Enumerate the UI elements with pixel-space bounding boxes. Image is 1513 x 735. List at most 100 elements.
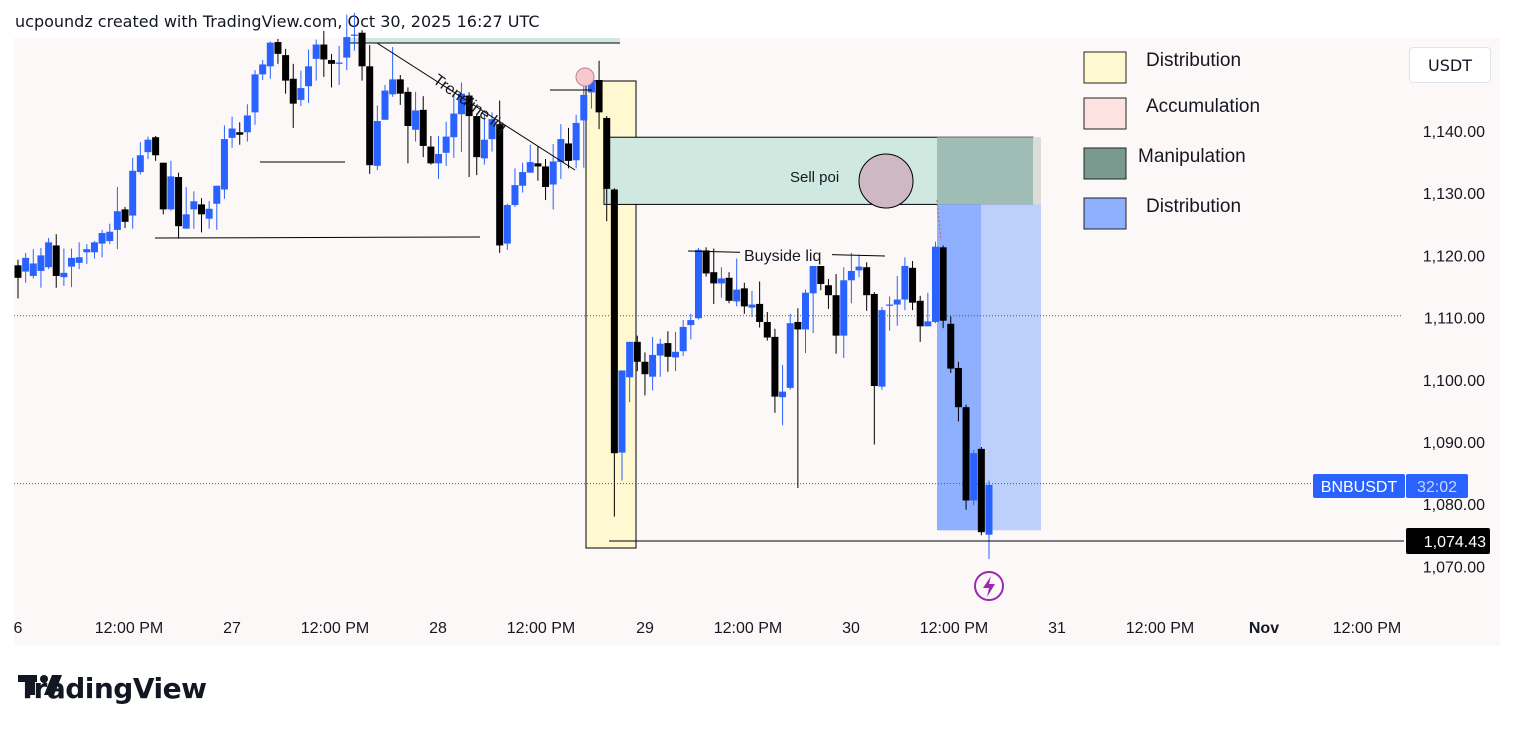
candle-body bbox=[710, 272, 718, 284]
candle-body bbox=[98, 233, 106, 244]
candle-body bbox=[144, 139, 152, 153]
candle-body bbox=[572, 122, 580, 161]
candle bbox=[480, 114, 488, 165]
candle-body bbox=[763, 321, 771, 338]
candle bbox=[327, 53, 335, 88]
candle-body bbox=[419, 109, 427, 146]
x-axis-label: 12:00 PM bbox=[920, 620, 988, 637]
candle bbox=[289, 63, 297, 128]
x-axis-label: 29 bbox=[636, 620, 654, 637]
candle bbox=[626, 341, 634, 403]
candle bbox=[236, 122, 244, 145]
chart-header: ucpoundz created with TradingView.com, O… bbox=[15, 12, 540, 31]
candle bbox=[205, 201, 213, 229]
countdown-label: 32:02 bbox=[1417, 479, 1457, 496]
candle bbox=[595, 60, 603, 130]
candle-body bbox=[435, 154, 443, 164]
candle-body bbox=[396, 79, 404, 94]
candle bbox=[549, 144, 557, 210]
x-axis-label: Nov bbox=[1249, 620, 1279, 637]
candle-body bbox=[962, 407, 970, 501]
candle bbox=[847, 252, 855, 304]
candle-body bbox=[266, 42, 274, 67]
legend-item: Distribution bbox=[1083, 50, 1241, 84]
candle bbox=[350, 12, 358, 51]
candle-body bbox=[412, 110, 420, 130]
candle-body bbox=[809, 264, 817, 294]
legend-label: Manipulation bbox=[1138, 146, 1246, 167]
candle bbox=[144, 136, 152, 159]
candle bbox=[534, 145, 542, 181]
candle-body bbox=[748, 304, 756, 308]
candle-body bbox=[641, 361, 649, 375]
candle bbox=[450, 94, 458, 158]
y-axis-label: 1,140.00 bbox=[1423, 124, 1485, 141]
candle bbox=[190, 191, 198, 229]
candle-body bbox=[45, 242, 53, 268]
candle-body bbox=[817, 264, 825, 285]
candle-body bbox=[121, 209, 129, 222]
candle bbox=[809, 254, 817, 334]
candle-body bbox=[794, 321, 802, 330]
candle-body bbox=[37, 255, 45, 271]
legend-label: Accumulation bbox=[1146, 96, 1260, 117]
candle-body bbox=[297, 88, 305, 100]
candle bbox=[886, 296, 894, 331]
candle-body bbox=[824, 285, 832, 296]
candle-body bbox=[167, 176, 175, 210]
candle bbox=[740, 282, 748, 314]
candle bbox=[113, 186, 121, 250]
candle-body bbox=[29, 263, 37, 276]
candle-body bbox=[725, 277, 733, 301]
candle bbox=[90, 241, 98, 259]
candle bbox=[427, 135, 435, 165]
candle bbox=[618, 370, 626, 481]
candle-body bbox=[457, 93, 465, 115]
candle-body bbox=[534, 163, 542, 167]
candle-body bbox=[52, 245, 60, 276]
liquidity-line-2 bbox=[154, 236, 481, 239]
candle bbox=[916, 295, 924, 342]
candle-body bbox=[496, 124, 504, 246]
candle bbox=[610, 188, 618, 517]
candle bbox=[52, 234, 60, 288]
candle-body bbox=[404, 91, 412, 127]
currency-selector[interactable]: USDT bbox=[1409, 47, 1491, 83]
candle-body bbox=[358, 32, 366, 67]
candle-body bbox=[282, 55, 290, 81]
candle-body bbox=[931, 246, 939, 322]
candle bbox=[656, 338, 664, 377]
candle-body bbox=[480, 139, 488, 159]
candle-body bbox=[213, 185, 221, 204]
candle-body bbox=[564, 143, 572, 161]
candle bbox=[389, 47, 397, 97]
candle bbox=[496, 100, 504, 253]
tradingview-logo[interactable]: TradingView bbox=[18, 672, 207, 705]
candle bbox=[664, 331, 672, 372]
candle-body bbox=[580, 94, 588, 121]
candle-body bbox=[549, 161, 557, 185]
candle bbox=[603, 116, 611, 222]
sell-poi-label: Sell poi bbox=[790, 169, 839, 186]
candle bbox=[106, 223, 114, 245]
candle bbox=[305, 49, 313, 104]
x-axis-label: 31 bbox=[1048, 620, 1066, 637]
candle bbox=[396, 75, 404, 105]
candle bbox=[167, 160, 175, 211]
legend-label: Distribution bbox=[1146, 50, 1241, 71]
candle bbox=[717, 267, 725, 298]
symbol-tag[interactable] bbox=[1313, 474, 1405, 498]
tradingview-logo-icon bbox=[18, 675, 62, 695]
candle bbox=[756, 281, 764, 328]
candle bbox=[488, 112, 496, 152]
candle bbox=[159, 162, 167, 215]
x-axis-label: 30 bbox=[842, 620, 860, 637]
candle-body bbox=[197, 204, 205, 215]
last-price-label: 1,074.43 bbox=[1424, 534, 1486, 551]
candle-body bbox=[136, 155, 144, 173]
candle bbox=[266, 41, 274, 79]
candle bbox=[633, 335, 641, 372]
candle bbox=[60, 248, 68, 286]
candle-body bbox=[320, 44, 328, 60]
